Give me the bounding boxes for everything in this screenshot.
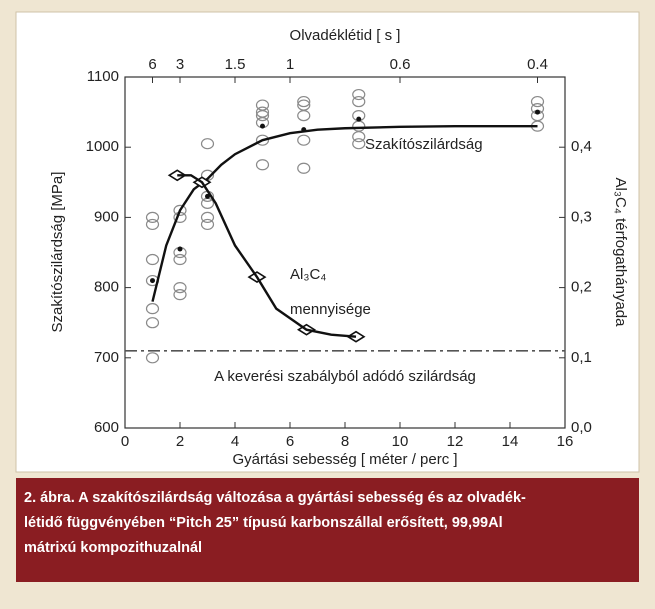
y2-tick-label: 0,1 [571, 349, 592, 366]
data-point [352, 95, 366, 108]
data-point [173, 204, 187, 216]
y-tick-label: 700 [94, 349, 119, 366]
mean-point [177, 246, 183, 252]
x-tick-label: 12 [447, 433, 464, 450]
x-tick-label: 8 [341, 433, 349, 450]
x-tick-label: 16 [557, 433, 574, 450]
y2-tick-label: 0,3 [571, 208, 592, 225]
y2-tick-label: 0,2 [571, 279, 592, 296]
y2-tick-label: 0,4 [571, 138, 592, 155]
data-point [145, 211, 160, 223]
data-point [352, 138, 366, 150]
data-point [145, 218, 160, 231]
data-point [297, 95, 311, 108]
data-point [200, 218, 215, 231]
data-point [173, 282, 187, 294]
data-point [255, 106, 270, 118]
y2-axis-label: Al₃C₄ térfogathányada [612, 178, 629, 328]
data-point [145, 303, 160, 315]
data-point [200, 211, 215, 223]
data-point [255, 99, 270, 111]
caption-line: 2. ábra. A szakítószilárdság változása a… [24, 490, 526, 506]
x2-tick-label: 0.6 [390, 56, 411, 73]
x2-axis-label: Olvadéklétid [ s ] [290, 27, 401, 44]
data-point [255, 134, 270, 146]
mean-point [150, 278, 155, 284]
line [151, 124, 538, 302]
data-point [173, 289, 187, 301]
data-point [297, 162, 311, 174]
caption-line: mátrixú kompozithuzalnál [24, 540, 203, 556]
chart: Gyártási sebesség [ méter / perc ] Olvad… [15, 11, 640, 473]
y-axis-label: Szakítószilárdság [MPa] [49, 172, 66, 333]
y2-tick-label: 0,0 [571, 419, 592, 436]
caption: 2. ábra. A szakítószilárdság változása a… [16, 478, 639, 582]
data-point [145, 352, 160, 364]
annotation: Al₃C₄ [290, 266, 326, 283]
data-point [200, 138, 215, 150]
x2-tick-label: 1.5 [225, 56, 246, 73]
line [177, 174, 357, 338]
chart-panel [15, 11, 640, 473]
x-tick-label: 4 [231, 433, 239, 450]
data-point [352, 88, 366, 101]
annotation: mennyisége [290, 301, 371, 318]
data-point [255, 159, 270, 171]
data-point [145, 317, 160, 329]
y-tick-label: 1100 [87, 68, 119, 85]
mean-point [535, 109, 540, 115]
x-tick-label: 2 [176, 433, 184, 450]
data-point [173, 253, 187, 266]
x-axis-label: Gyártási sebesség [ méter / perc ] [232, 451, 457, 468]
y-tick-label: 900 [94, 208, 119, 225]
data-point [145, 253, 160, 266]
mean-point [356, 116, 362, 122]
annotation: Szakítószilárdság [365, 136, 483, 153]
x-tick-label: 10 [392, 433, 409, 450]
data-point [297, 134, 311, 146]
y-tick-label: 800 [94, 279, 119, 296]
mean-point [260, 123, 265, 129]
annotation: A keverési szabályból adódó szilárdság [214, 368, 476, 385]
x2-tick-label: 3 [176, 56, 184, 73]
x2-tick-label: 0.4 [527, 56, 548, 73]
x-tick-label: 6 [286, 433, 294, 450]
data-point [530, 95, 545, 108]
y-tick-label: 1000 [86, 138, 119, 155]
x-tick-label: 0 [121, 433, 129, 450]
y-tick-label: 600 [94, 419, 119, 436]
caption-line: létidő függvényében “Pitch 25” típusú ka… [24, 515, 503, 531]
x-tick-label: 14 [502, 433, 519, 450]
mean-point [205, 193, 210, 199]
x2-tick-label: 1 [286, 56, 294, 73]
data-point [297, 99, 311, 111]
x2-tick-label: 6 [148, 56, 156, 73]
